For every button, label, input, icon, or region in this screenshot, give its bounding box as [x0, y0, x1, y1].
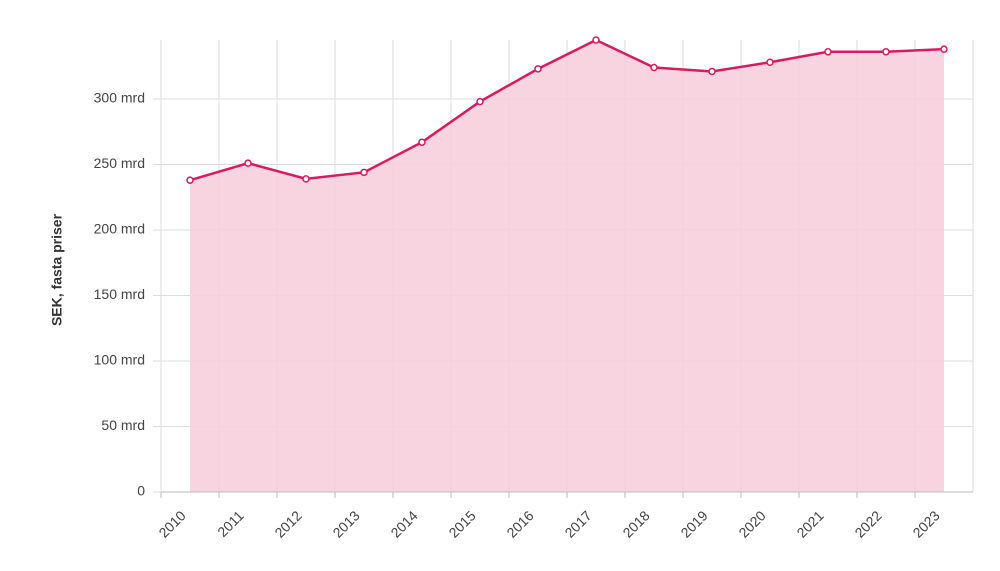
x-tick-label: 2010	[155, 507, 188, 540]
x-tick-label: 2011	[214, 507, 247, 540]
x-tick-label: 2020	[735, 507, 768, 540]
point	[940, 45, 948, 53]
x-tick-label: 2012	[271, 507, 304, 540]
point	[708, 67, 716, 76]
x-tick-label: 2019	[677, 507, 710, 540]
line	[189, 38, 945, 182]
y-tick-label: 0	[137, 483, 145, 499]
area	[190, 40, 944, 492]
x-tick-label: 2021	[793, 507, 826, 540]
y-tick-label: 100 mrd	[94, 352, 145, 368]
x-tick-label: 2017	[561, 507, 594, 540]
y-tick-label: 50 mrd	[101, 417, 145, 433]
point	[186, 176, 194, 184]
point	[360, 168, 368, 177]
x-tick-label: 2013	[329, 507, 362, 540]
y-tick-label: 300 mrd	[94, 90, 145, 106]
point	[244, 159, 252, 167]
point	[418, 138, 426, 146]
point	[766, 58, 774, 67]
x-tick-label: 2016	[503, 507, 536, 540]
x-tick-label: 2023	[909, 507, 942, 540]
x-tick-label: 2018	[619, 507, 652, 540]
point	[476, 97, 484, 106]
x-tick-label: 2014	[387, 507, 420, 540]
x-tick-label: 2015	[445, 507, 478, 540]
point	[534, 65, 542, 73]
point	[650, 63, 658, 72]
y-axis-title: SEK, fasta priser	[49, 213, 65, 326]
point	[824, 48, 832, 56]
y-tick-label: 150 mrd	[94, 286, 145, 302]
y-tick-label: 200 mrd	[94, 221, 145, 237]
point	[302, 175, 310, 183]
point	[882, 48, 890, 56]
point	[592, 36, 600, 44]
y-tick-label: 250 mrd	[94, 155, 145, 171]
x-tick-label: 2022	[851, 507, 884, 540]
